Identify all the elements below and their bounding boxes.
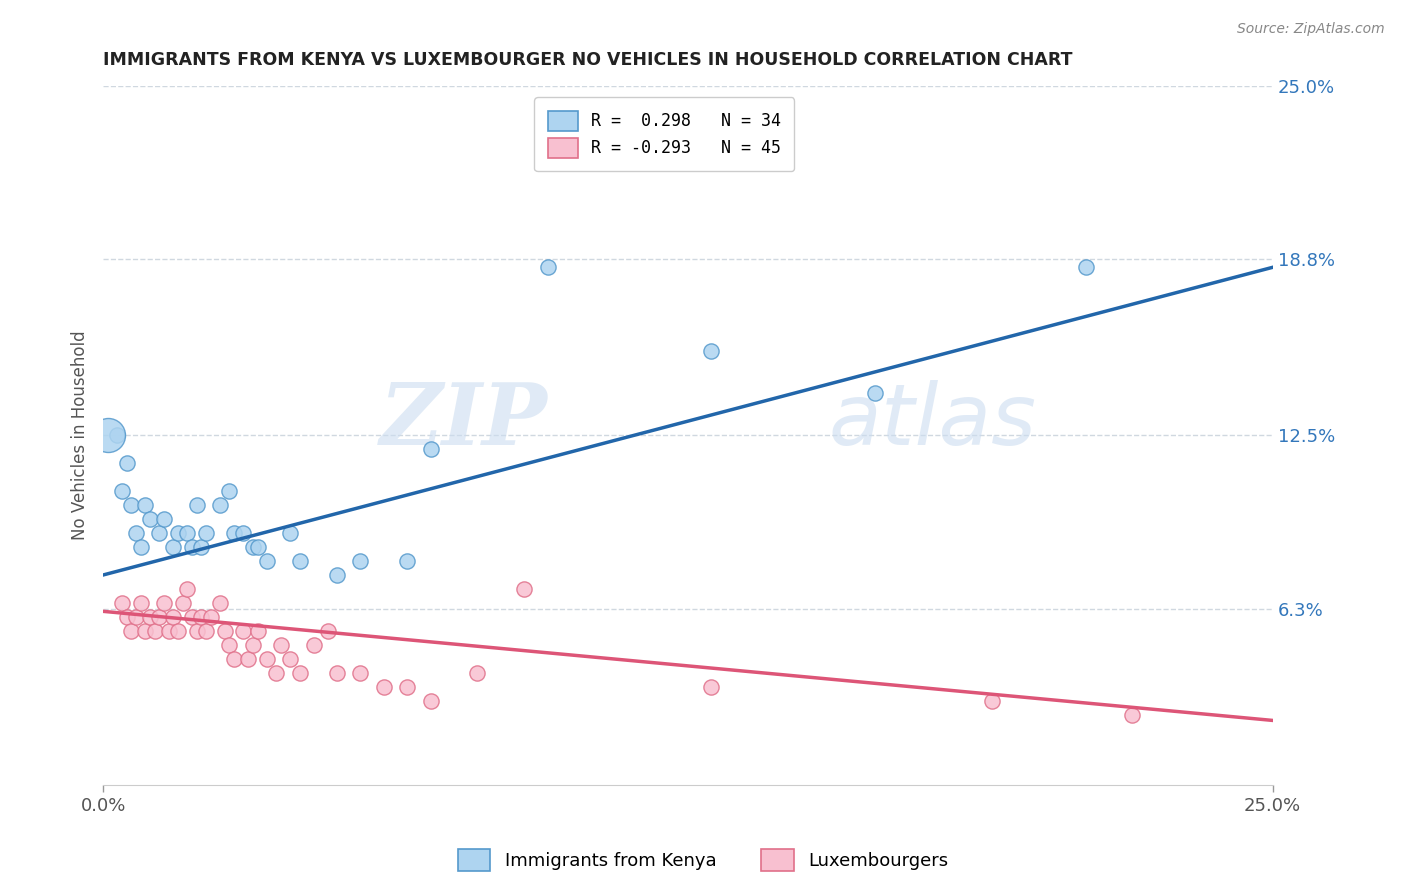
Point: [186, 624, 208, 638]
Point: [536, 260, 558, 275]
Point: [97, 428, 120, 442]
Point: [224, 526, 246, 541]
Point: [264, 665, 287, 680]
Point: [278, 652, 301, 666]
Point: [396, 554, 419, 568]
Point: [195, 624, 218, 638]
Point: [218, 484, 240, 499]
Point: [167, 526, 190, 541]
Point: [162, 610, 184, 624]
Point: [700, 344, 723, 359]
Point: [246, 624, 269, 638]
Point: [224, 652, 246, 666]
Point: [167, 624, 190, 638]
Point: [134, 624, 156, 638]
Point: [214, 624, 236, 638]
Point: [467, 665, 489, 680]
Point: [176, 582, 198, 596]
Point: [419, 694, 441, 708]
Point: [125, 526, 148, 541]
Point: [349, 554, 371, 568]
Point: [129, 540, 152, 554]
Point: [172, 596, 194, 610]
Point: [232, 624, 254, 638]
Text: Source: ZipAtlas.com: Source: ZipAtlas.com: [1237, 22, 1385, 37]
Point: [115, 610, 138, 624]
Point: [236, 652, 259, 666]
Point: [162, 540, 184, 554]
Point: [513, 582, 536, 596]
Point: [218, 638, 240, 652]
Y-axis label: No Vehicles in Household: No Vehicles in Household: [72, 330, 89, 540]
Point: [148, 610, 170, 624]
Legend: R =  0.298   N = 34, R = -0.293   N = 45: R = 0.298 N = 34, R = -0.293 N = 45: [534, 97, 794, 171]
Point: [115, 456, 138, 470]
Point: [129, 596, 152, 610]
Point: [256, 554, 278, 568]
Point: [195, 526, 218, 541]
Point: [186, 498, 208, 512]
Point: [157, 624, 180, 638]
Point: [256, 652, 278, 666]
Point: [981, 694, 1004, 708]
Point: [302, 638, 325, 652]
Point: [419, 442, 441, 456]
Point: [105, 428, 128, 442]
Point: [120, 498, 142, 512]
Point: [242, 540, 264, 554]
Point: [278, 526, 301, 541]
Text: ZIP: ZIP: [380, 379, 547, 463]
Point: [200, 610, 222, 624]
Point: [242, 638, 264, 652]
Point: [148, 526, 170, 541]
Point: [153, 512, 176, 526]
Point: [111, 596, 134, 610]
Point: [700, 680, 723, 694]
Point: [176, 526, 198, 541]
Point: [863, 386, 886, 401]
Point: [139, 610, 162, 624]
Point: [326, 568, 349, 582]
Text: IMMIGRANTS FROM KENYA VS LUXEMBOURGER NO VEHICLES IN HOUSEHOLD CORRELATION CHART: IMMIGRANTS FROM KENYA VS LUXEMBOURGER NO…: [103, 51, 1073, 69]
Point: [316, 624, 339, 638]
Point: [396, 680, 419, 694]
Point: [288, 554, 311, 568]
Point: [111, 484, 134, 499]
Legend: Immigrants from Kenya, Luxembourgers: Immigrants from Kenya, Luxembourgers: [450, 842, 956, 879]
Point: [246, 540, 269, 554]
Point: [139, 512, 162, 526]
Point: [190, 540, 212, 554]
Point: [190, 610, 212, 624]
Point: [143, 624, 166, 638]
Point: [181, 540, 204, 554]
Point: [120, 624, 142, 638]
Point: [288, 665, 311, 680]
Point: [1121, 707, 1143, 722]
Text: atlas: atlas: [828, 380, 1036, 463]
Point: [153, 596, 176, 610]
Point: [209, 596, 232, 610]
Point: [134, 498, 156, 512]
Point: [270, 638, 292, 652]
Point: [232, 526, 254, 541]
Point: [125, 610, 148, 624]
Point: [209, 498, 232, 512]
Point: [1074, 260, 1097, 275]
Point: [373, 680, 395, 694]
Point: [181, 610, 204, 624]
Point: [349, 665, 371, 680]
Point: [326, 665, 349, 680]
